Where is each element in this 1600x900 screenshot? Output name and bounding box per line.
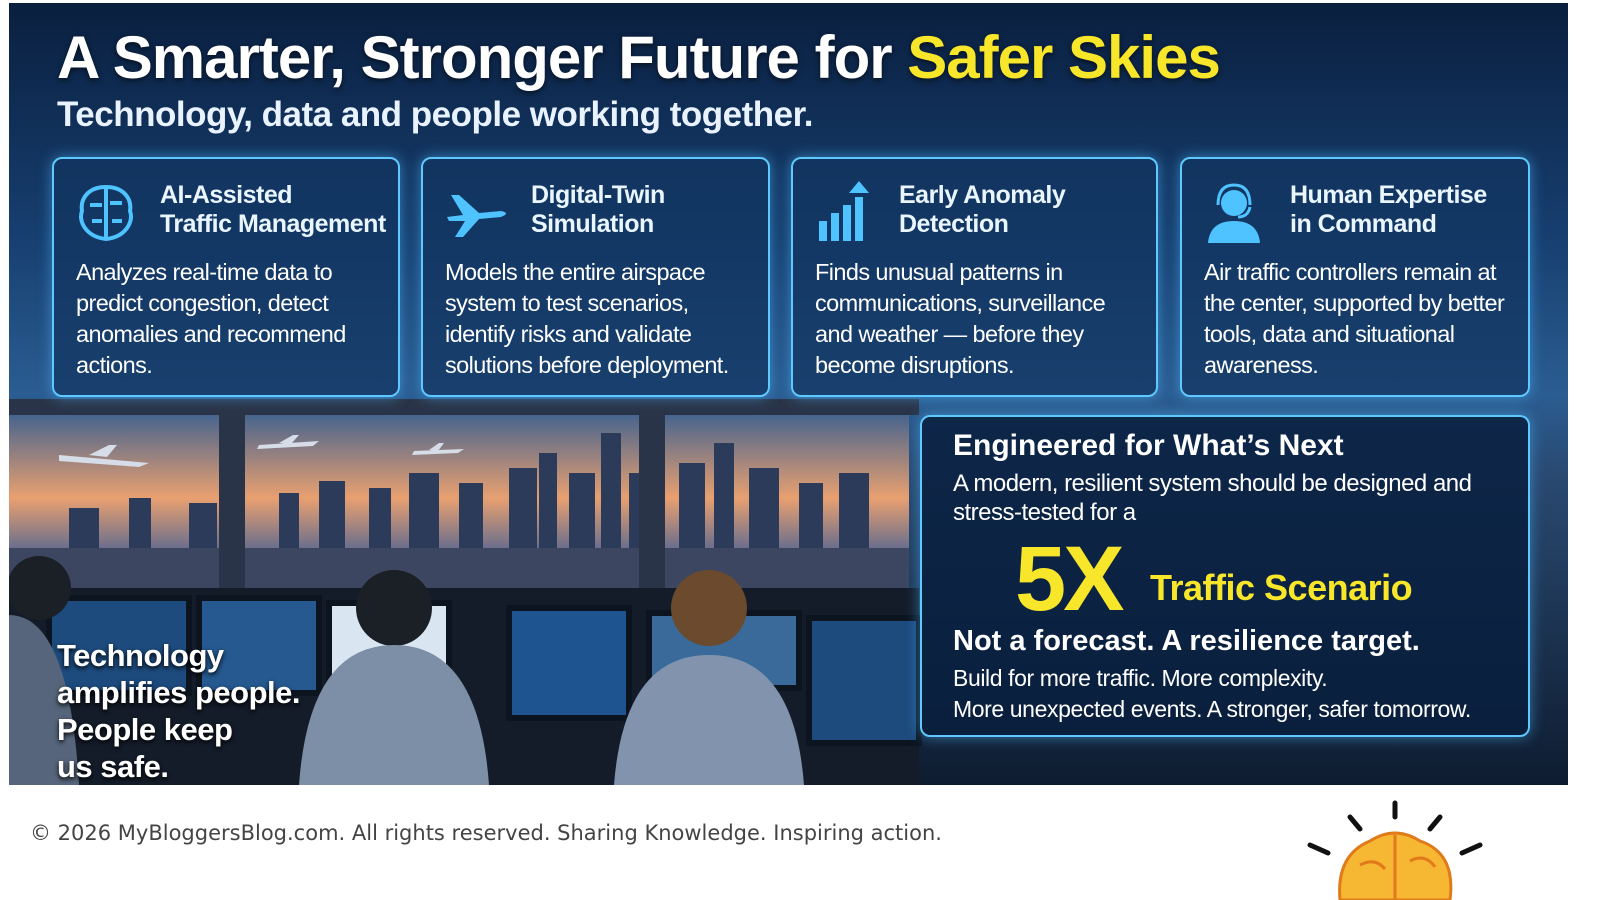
caption-line: People keep <box>57 712 233 747</box>
card-body: Analyzes real-time data to predict conge… <box>76 259 346 378</box>
card-body: Models the entire airspace system to tes… <box>445 259 729 378</box>
card-title-line: AI-Assisted <box>160 181 293 209</box>
chart-icon <box>819 181 869 241</box>
card-body: Finds unusual patterns in communications… <box>815 259 1106 378</box>
callout-intro: A modern, resilient system should be des… <box>953 470 1472 526</box>
hero-banner: A Smarter, Stronger Future for Safer Ski… <box>9 3 1568 785</box>
callout-tagline: Not a forecast. A resilience target. <box>953 625 1420 657</box>
callout-big-label: Traffic Scenario <box>1150 567 1413 608</box>
caption-line: Technology <box>57 638 224 673</box>
subtitle: Technology, data and people working toge… <box>57 95 814 134</box>
card-title-line: Traffic Management <box>160 210 386 238</box>
card-title: Human Expertise in Command <box>1290 181 1487 239</box>
callout-line: More unexpected events. A stronger, safe… <box>953 696 1471 722</box>
feature-card: Human Expertise in Command Air traffic co… <box>1180 157 1530 397</box>
skyline <box>69 433 869 548</box>
card-body: Air traffic controllers remain at the ce… <box>1204 259 1505 378</box>
callout-line: Build for more traffic. More complexity. <box>953 665 1328 691</box>
headset-icon <box>1208 183 1260 243</box>
title: A Smarter, Stronger Future for Safer Ski… <box>57 23 1221 92</box>
caption-line: amplifies people. <box>57 675 301 710</box>
callout-panel: Engineered for What’s Next A modern, res… <box>920 415 1530 737</box>
controllers <box>9 556 804 785</box>
caption-line: us safe. <box>57 749 169 784</box>
brain-logo <box>1307 800 1483 900</box>
footer-copyright: © 2026 MyBloggersBlog.com. All rights re… <box>30 821 942 845</box>
card-title-line: Simulation <box>531 210 654 238</box>
feature-card: Early Anomaly Detection Finds unusual pat… <box>791 157 1158 397</box>
background-scene <box>9 399 922 785</box>
card-title-line: Digital-Twin <box>531 181 665 209</box>
aircraft <box>59 435 464 467</box>
card-title: Early Anomaly Detection <box>899 181 1066 239</box>
card-title-line: Detection <box>899 210 1009 238</box>
callout-big-number: 5X <box>1015 528 1125 630</box>
card-title: AI-Assisted Traffic Management <box>160 181 386 239</box>
callout-heading: Engineered for What’s Next <box>953 429 1344 462</box>
feature-card: AI-Assisted Traffic Management Analyzes r… <box>52 157 400 397</box>
feature-card: Digital-Twin Simulation Models the entire… <box>421 157 770 397</box>
card-title-line: Human Expertise <box>1290 181 1487 209</box>
title-text: A Smarter, Stronger Future for <box>57 24 893 91</box>
photo-caption: Technology amplifies people. People keep… <box>57 637 301 785</box>
brain-icon <box>79 184 133 242</box>
plane-icon <box>447 195 506 237</box>
card-title: Digital-Twin Simulation <box>531 181 665 239</box>
card-title-line: in Command <box>1290 210 1437 238</box>
card-title-line: Early Anomaly <box>899 181 1066 209</box>
title-highlight: Safer Skies <box>907 24 1221 91</box>
